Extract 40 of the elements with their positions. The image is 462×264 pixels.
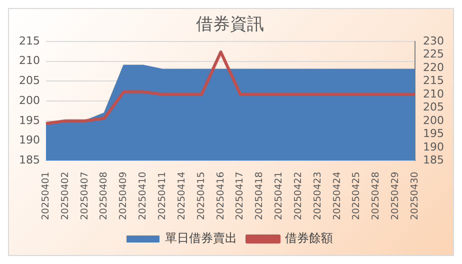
x-tick-label: 20250429 [390, 172, 402, 220]
y2-tick-label: 190 [423, 140, 444, 154]
x-tick-label: 20250415 [196, 172, 207, 220]
x-tick-label: 20250414 [176, 172, 188, 220]
x-tick-label: 20250401 [40, 172, 52, 220]
y2-tick-label: 225 [423, 48, 444, 61]
x-tick-label: 20250417 [234, 172, 246, 220]
y2-tick-label: 210 [423, 87, 444, 100]
x-tick-label: 20250411 [156, 172, 168, 220]
y2-tick-label: 200 [423, 114, 444, 127]
x-tick-label: 20250425 [351, 172, 362, 220]
x-tick-label: 20250410 [138, 172, 149, 220]
y-tick-label: 210 [18, 54, 40, 68]
x-tick-label: 20250422 [292, 172, 304, 220]
legend-label: 單日借券賣出 [165, 231, 237, 246]
y2-tick-label: 220 [423, 60, 444, 74]
legend-label: 借券餘額 [285, 231, 333, 246]
x-tick-label: 20250409 [118, 172, 130, 220]
y-tick-label: 200 [18, 94, 40, 107]
x-tick-label: 20250408 [98, 172, 110, 220]
x-tick-label: 20250416 [215, 172, 226, 220]
x-tick-label: 20250407 [79, 172, 90, 220]
y-tick-label: 190 [18, 134, 40, 147]
y2-tick-label: 230 [423, 34, 444, 48]
y2-tick-label: 215 [423, 74, 444, 88]
y2-tick-label: 205 [423, 100, 444, 114]
y-tick-label: 215 [18, 34, 40, 48]
y2-tick-label: 195 [423, 127, 444, 140]
x-tick-label: 20250430 [409, 172, 420, 220]
y-tick-label: 195 [18, 114, 40, 127]
x-tick-label: 20250402 [60, 172, 71, 220]
x-tick-label: 20250418 [254, 172, 266, 220]
y-tick-label: 205 [18, 74, 40, 88]
y2-tick-label: 185 [423, 154, 444, 167]
chart-title: 借券資訊 [196, 14, 264, 35]
x-tick-label: 20250421 [274, 172, 285, 220]
y-tick-label: 185 [18, 154, 40, 167]
x-tick-label: 20250428 [370, 172, 382, 220]
x-tick-label: 20250423 [312, 172, 324, 220]
x-tick-label: 20250424 [332, 172, 343, 220]
